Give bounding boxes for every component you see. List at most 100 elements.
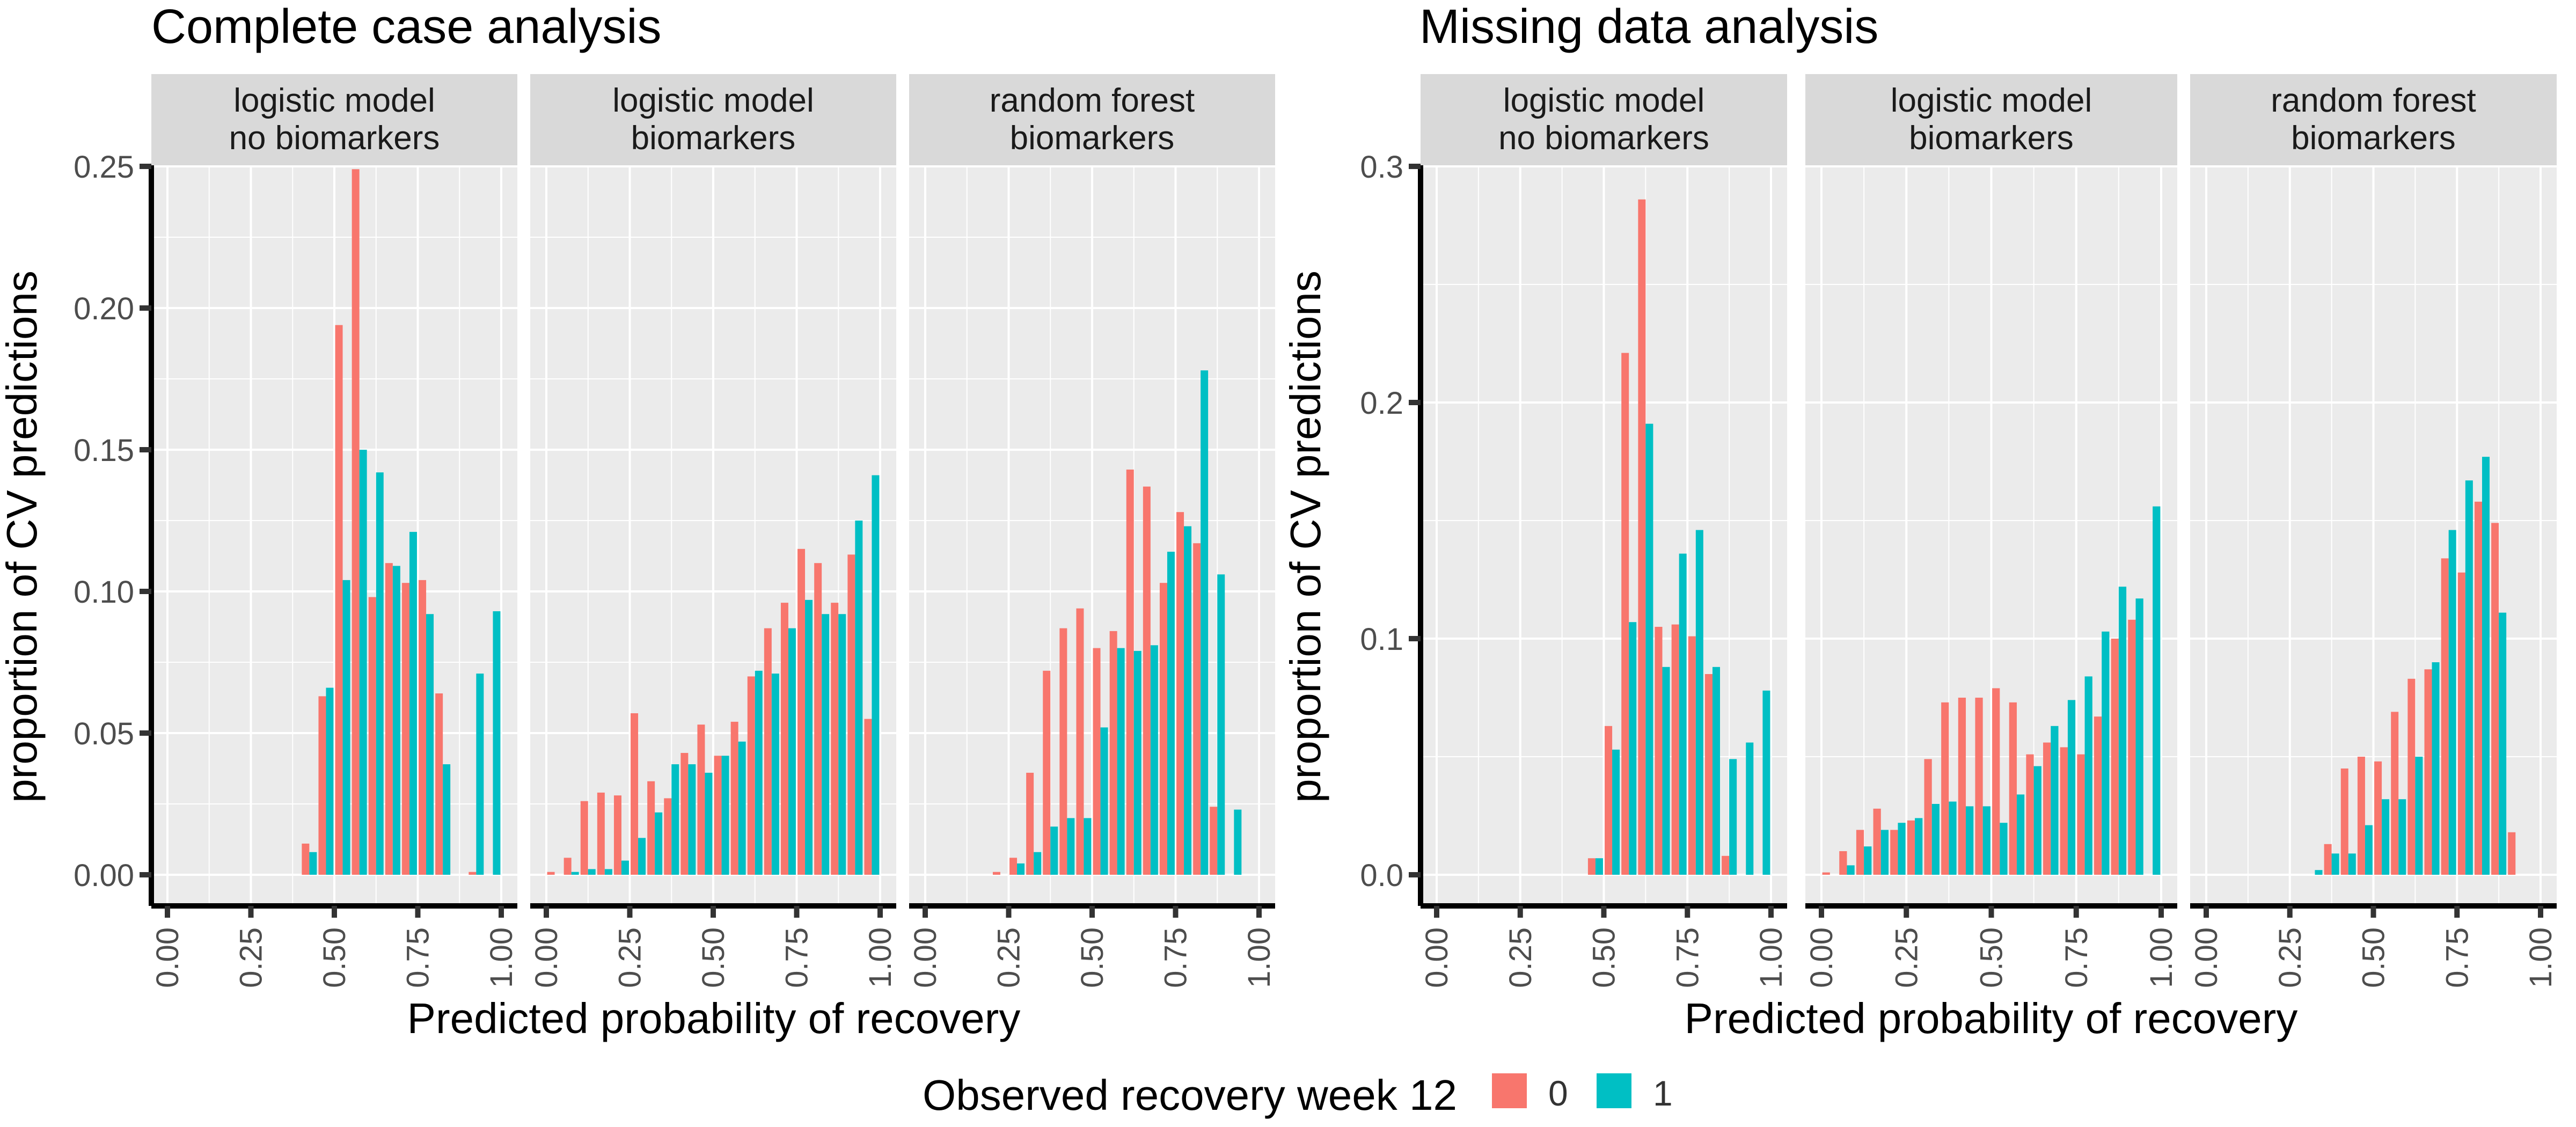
bar-outcome-1: [604, 869, 612, 875]
x-tick-label: 1.00: [1242, 927, 1277, 988]
x-tick-label: 0.50: [2357, 927, 2391, 988]
bar-outcome-1: [2398, 799, 2406, 875]
x-tick-label: 0.50: [1587, 927, 1622, 988]
bar-outcome-1: [426, 614, 434, 875]
bar-outcome-1: [1034, 852, 1042, 875]
bar-outcome-0: [864, 719, 872, 875]
bar-outcome-0: [469, 872, 477, 875]
bar-outcome-1: [1595, 858, 1603, 875]
y-tick-label: 0.2: [1360, 386, 1403, 421]
bar-outcome-0: [2077, 754, 2085, 875]
bar-outcome-1: [2102, 631, 2110, 875]
bar-outcome-1: [409, 532, 417, 875]
bar-outcome-0: [1941, 702, 1949, 875]
bar-outcome-1: [621, 860, 629, 875]
bar-outcome-1: [2465, 480, 2473, 875]
bar-outcome-1: [1645, 423, 1653, 875]
bar-outcome-0: [1043, 670, 1051, 875]
bar-outcome-0: [2111, 639, 2119, 875]
bar-outcome-0: [797, 548, 806, 875]
x-tick-label: 0.75: [1159, 927, 1194, 988]
x-tick-label: 0.50: [1974, 927, 2009, 988]
legend-swatch-0: [1492, 1073, 1527, 1108]
bar-outcome-0: [1093, 648, 1101, 875]
bar-outcome-0: [847, 554, 855, 875]
bar-outcome-0: [2491, 523, 2499, 875]
bar-outcome-1: [1662, 667, 1670, 875]
bar-outcome-0: [697, 724, 705, 875]
bar-outcome-0: [2340, 769, 2348, 875]
bar-outcome-0: [2324, 844, 2332, 875]
bar-outcome-0: [992, 872, 1000, 875]
bar-outcome-1: [2415, 757, 2423, 875]
bar-outcome-0: [335, 325, 343, 875]
complete-case-chart: Complete case analysis proportion of CV …: [0, 0, 1277, 1042]
y-axis-label: proportion of CV predictions: [0, 270, 46, 803]
bar-outcome-0: [1822, 872, 1830, 875]
x-tick-label: 0.75: [2440, 927, 2475, 988]
bar-outcome-0: [2457, 572, 2465, 875]
bar-outcome-0: [1605, 726, 1613, 875]
x-tick-label: 0.25: [1889, 927, 1924, 988]
bar-outcome-1: [2000, 823, 2008, 875]
y-tick-label: 0.20: [74, 291, 134, 326]
bar-outcome-1: [1898, 823, 1906, 875]
bar-outcome-1: [838, 614, 846, 875]
bar-outcome-0: [580, 801, 588, 875]
bar-outcome-0: [1638, 199, 1646, 875]
bar-outcome-1: [1201, 370, 1209, 875]
bar-outcome-0: [2043, 742, 2051, 875]
bar-outcome-0: [385, 563, 393, 875]
y-axis: 0.00 0.05 0.10 0.15 0.20 0.25: [74, 150, 154, 906]
y-tick-label: 0.1: [1360, 622, 1403, 657]
bar-outcome-1: [1746, 742, 1754, 875]
bar-outcome-0: [318, 696, 326, 875]
missing-data-chart: Missing data analysis proportion of CV p…: [1282, 0, 2558, 1042]
bar-outcome-0: [814, 563, 822, 875]
bar-outcome-1: [1880, 830, 1889, 875]
x-tick-label: 0.00: [1804, 927, 1839, 988]
facet-strip: [2190, 74, 2557, 165]
bar-outcome-1: [2153, 506, 2161, 875]
bar-outcome-1: [1931, 804, 1940, 875]
bar-outcome-1: [771, 674, 779, 875]
bar-outcome-0: [1159, 583, 1167, 875]
bar-outcome-0: [764, 628, 772, 875]
bar-outcome-0: [352, 169, 360, 875]
bar-outcome-0: [564, 858, 572, 875]
bar-outcome-0: [2424, 669, 2432, 875]
bar-outcome-0: [547, 872, 555, 875]
y-tick-label: 0.00: [74, 858, 134, 893]
bar-outcome-1: [1847, 865, 1855, 875]
bar-outcome-1: [392, 566, 400, 875]
bar-outcome-1: [655, 812, 663, 875]
bar-outcome-0: [1176, 512, 1184, 875]
bar-outcome-1: [443, 764, 451, 875]
bar-outcome-1: [1762, 690, 1770, 875]
x-tick-label: 0.75: [2059, 927, 2094, 988]
y-axis-label: proportion of CV predictions: [1282, 270, 1329, 803]
bar-outcome-1: [1629, 622, 1637, 875]
bar-outcome-0: [664, 798, 672, 875]
bar-outcome-1: [1915, 818, 1923, 875]
bar-outcome-0: [2060, 747, 2068, 875]
bar-outcome-0: [1109, 631, 1117, 875]
bar-outcome-1: [738, 741, 746, 875]
legend-label-0: 0: [1548, 1073, 1568, 1113]
bar-outcome-1: [1167, 552, 1175, 875]
bar-outcome-0: [1193, 543, 1201, 875]
bar-outcome-0: [1587, 858, 1596, 875]
bar-outcome-1: [2084, 676, 2092, 875]
facet-strip: [1421, 74, 1787, 165]
bar-outcome-1: [2348, 853, 2356, 875]
facet-label-line2: biomarkers: [2291, 120, 2456, 157]
bar-outcome-0: [831, 603, 839, 875]
x-tick-label: 0.25: [992, 927, 1027, 988]
bar-outcome-1: [688, 764, 696, 875]
y-tick-label: 0.25: [74, 150, 134, 185]
facet-label-line2: biomarkers: [1909, 120, 2074, 157]
bar-outcome-0: [2009, 702, 2017, 875]
